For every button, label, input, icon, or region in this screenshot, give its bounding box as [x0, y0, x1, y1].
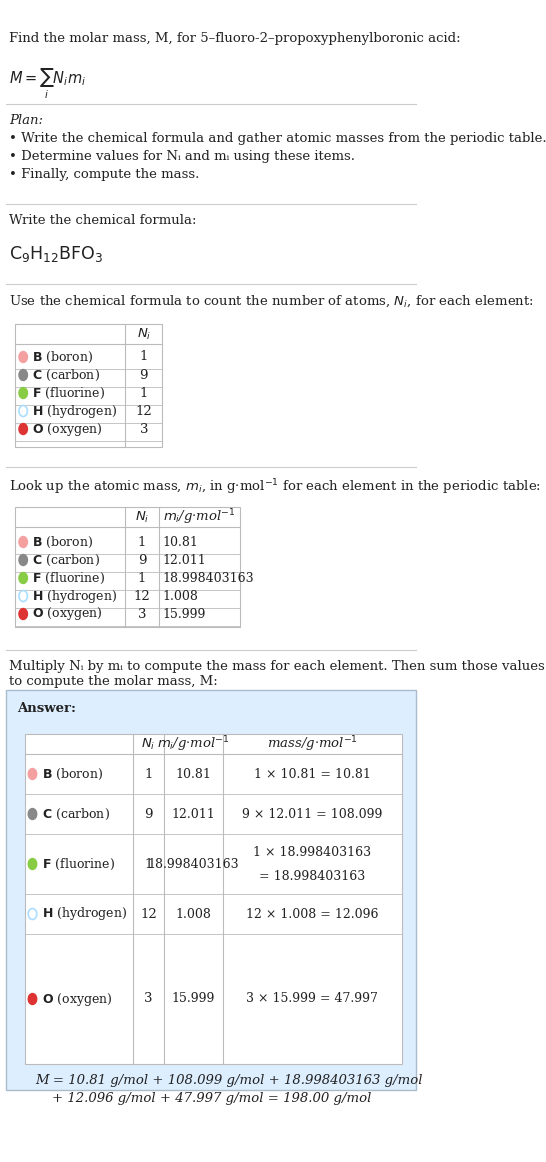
Text: Write the chemical formula:: Write the chemical formula:: [9, 214, 197, 227]
Circle shape: [19, 609, 27, 619]
Text: 9 × 12.011 = 108.099: 9 × 12.011 = 108.099: [242, 808, 383, 820]
Text: 3: 3: [138, 608, 146, 621]
Circle shape: [19, 387, 27, 399]
Text: $\mathbf{B}$ (boron): $\mathbf{B}$ (boron): [41, 767, 103, 782]
Text: $N_i$: $N_i$: [135, 509, 149, 524]
Text: • Finally, compute the mass.: • Finally, compute the mass.: [9, 168, 200, 181]
Text: Plan:: Plan:: [9, 114, 43, 127]
Text: 12: 12: [134, 589, 150, 603]
Circle shape: [19, 423, 27, 435]
Text: 12: 12: [135, 404, 152, 417]
Text: 9: 9: [140, 368, 148, 381]
Text: + 12.096 g/mol + 47.997 g/mol = 198.00 g/mol: + 12.096 g/mol + 47.997 g/mol = 198.00 g…: [35, 1092, 371, 1105]
FancyBboxPatch shape: [25, 734, 402, 1064]
Text: • Write the chemical formula and gather atomic masses from the periodic table.: • Write the chemical formula and gather …: [9, 132, 546, 145]
Text: 1.008: 1.008: [162, 589, 198, 603]
Text: Answer:: Answer:: [17, 702, 76, 715]
Text: 15.999: 15.999: [171, 992, 215, 1005]
Text: 18.998403163: 18.998403163: [162, 572, 254, 584]
Text: $N_i$: $N_i$: [136, 327, 151, 342]
Text: 3: 3: [140, 423, 148, 436]
Text: $\mathbf{H}$ (hydrogen): $\mathbf{H}$ (hydrogen): [32, 588, 118, 604]
Text: $\mathbf{O}$ (oxygen): $\mathbf{O}$ (oxygen): [41, 990, 112, 1007]
Circle shape: [28, 994, 37, 1004]
Text: $\mathbf{C}$ (carbon): $\mathbf{C}$ (carbon): [41, 806, 110, 822]
Text: $M = \sum_i N_i m_i$: $M = \sum_i N_i m_i$: [9, 67, 86, 101]
Circle shape: [28, 768, 37, 780]
Circle shape: [19, 537, 27, 547]
Text: • Determine values for Nᵢ and mᵢ using these items.: • Determine values for Nᵢ and mᵢ using t…: [9, 150, 355, 163]
FancyBboxPatch shape: [15, 324, 162, 447]
Text: 15.999: 15.999: [162, 608, 206, 621]
Text: 12.011: 12.011: [171, 808, 215, 820]
Text: 1: 1: [138, 572, 146, 584]
Circle shape: [19, 370, 27, 380]
Text: $\mathbf{F}$ (fluorine): $\mathbf{F}$ (fluorine): [32, 571, 105, 586]
FancyBboxPatch shape: [6, 690, 416, 1090]
Circle shape: [28, 809, 37, 819]
Text: 9: 9: [138, 553, 146, 567]
Text: Multiply Nᵢ by mᵢ to compute the mass for each element. Then sum those values
to: Multiply Nᵢ by mᵢ to compute the mass fo…: [9, 660, 545, 688]
Text: Look up the atomic mass, $m_i$, in g$\cdot$mol$^{-1}$ for each element in the pe: Look up the atomic mass, $m_i$, in g$\cd…: [9, 476, 542, 496]
Text: mass/g$\cdot$mol$^{-1}$: mass/g$\cdot$mol$^{-1}$: [267, 734, 358, 754]
Text: $\mathbf{B}$ (boron): $\mathbf{B}$ (boron): [32, 350, 94, 365]
Text: 1 × 18.998403163: 1 × 18.998403163: [253, 846, 371, 859]
Text: Find the molar mass, M, for 5–fluoro-2–propoxyphenylboronic acid:: Find the molar mass, M, for 5–fluoro-2–p…: [9, 33, 461, 45]
Text: 1: 1: [140, 351, 148, 364]
Text: 1: 1: [144, 767, 153, 781]
FancyBboxPatch shape: [15, 507, 240, 627]
Text: 1: 1: [144, 858, 153, 870]
Text: $N_i$: $N_i$: [141, 737, 156, 752]
Text: 1 × 10.81 = 10.81: 1 × 10.81 = 10.81: [254, 767, 371, 781]
Text: $\mathbf{H}$ (hydrogen): $\mathbf{H}$ (hydrogen): [41, 905, 127, 923]
Text: Use the chemical formula to count the number of atoms, $N_i$, for each element:: Use the chemical formula to count the nu…: [9, 294, 534, 309]
Text: $m_i$/g$\cdot$mol$^{-1}$: $m_i$/g$\cdot$mol$^{-1}$: [163, 507, 235, 526]
Text: 10.81: 10.81: [175, 767, 211, 781]
Circle shape: [19, 554, 27, 566]
Text: 1.008: 1.008: [175, 908, 211, 920]
Text: 1: 1: [140, 387, 148, 400]
Text: 10.81: 10.81: [162, 536, 198, 548]
Circle shape: [19, 573, 27, 583]
Circle shape: [19, 351, 27, 363]
Text: 3: 3: [144, 992, 153, 1005]
Circle shape: [28, 859, 37, 869]
Text: = 18.998403163: = 18.998403163: [259, 869, 365, 882]
Text: $\mathbf{F}$ (fluorine): $\mathbf{F}$ (fluorine): [41, 856, 115, 872]
Text: 12 × 1.008 = 12.096: 12 × 1.008 = 12.096: [246, 908, 379, 920]
Text: 1: 1: [138, 536, 146, 548]
Text: M = 10.81 g/mol + 108.099 g/mol + 18.998403163 g/mol: M = 10.81 g/mol + 108.099 g/mol + 18.998…: [35, 1074, 422, 1086]
Text: $\mathbf{O}$ (oxygen): $\mathbf{O}$ (oxygen): [32, 605, 103, 623]
Text: $\mathbf{F}$ (fluorine): $\mathbf{F}$ (fluorine): [32, 386, 105, 401]
Text: 12: 12: [140, 908, 157, 920]
Text: $\mathrm{C_9H_{12}BFO_3}$: $\mathrm{C_9H_{12}BFO_3}$: [9, 244, 104, 264]
Text: $\mathbf{H}$ (hydrogen): $\mathbf{H}$ (hydrogen): [32, 402, 118, 419]
Text: $\mathbf{O}$ (oxygen): $\mathbf{O}$ (oxygen): [32, 421, 103, 438]
Text: $m_i$/g$\cdot$mol$^{-1}$: $m_i$/g$\cdot$mol$^{-1}$: [157, 734, 230, 754]
Text: 9: 9: [144, 808, 153, 820]
Text: $\mathbf{C}$ (carbon): $\mathbf{C}$ (carbon): [32, 367, 100, 382]
Text: 12.011: 12.011: [162, 553, 206, 567]
Text: $\mathbf{B}$ (boron): $\mathbf{B}$ (boron): [32, 535, 94, 550]
Text: $\mathbf{C}$ (carbon): $\mathbf{C}$ (carbon): [32, 552, 100, 567]
Text: 18.998403163: 18.998403163: [147, 858, 239, 870]
Text: 3 × 15.999 = 47.997: 3 × 15.999 = 47.997: [246, 992, 378, 1005]
